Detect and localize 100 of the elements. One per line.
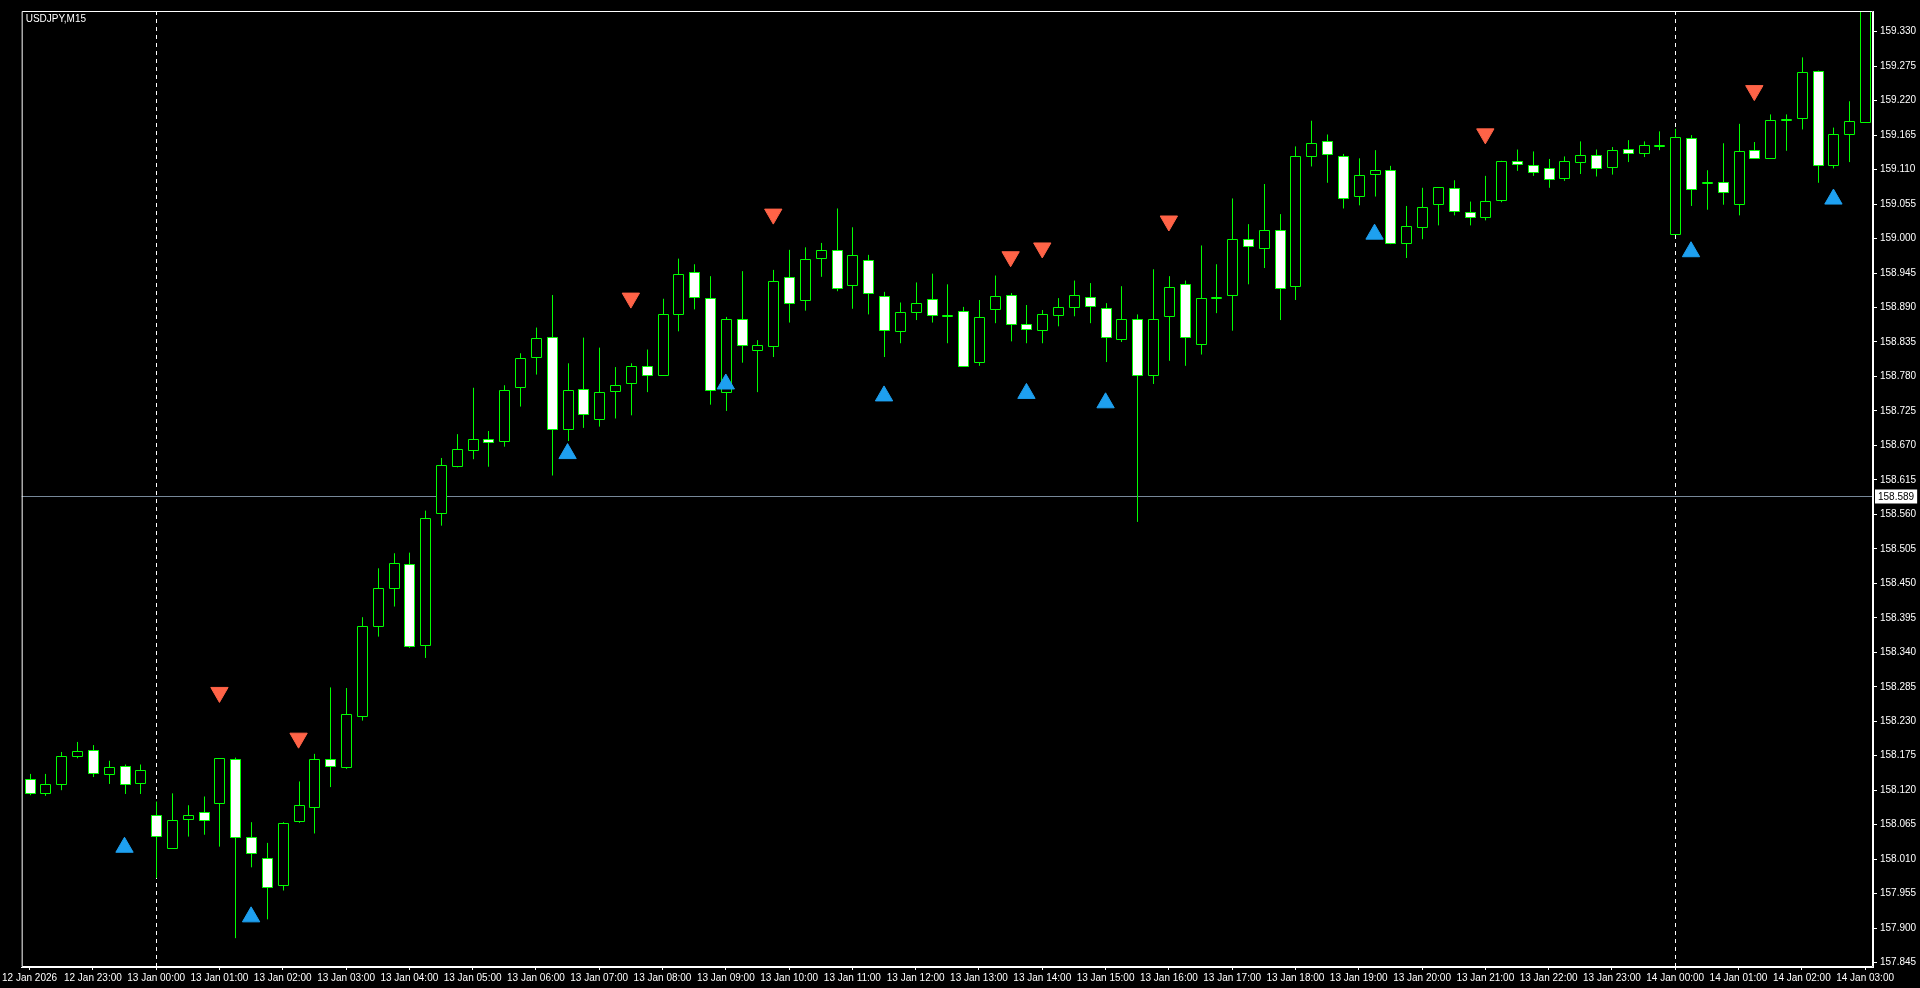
x-tick-label: 13 Jan 20:00 <box>1393 971 1452 983</box>
ref-line-label: 158.589 <box>1878 490 1915 502</box>
candlestick <box>1512 149 1523 172</box>
candlestick <box>1370 149 1381 198</box>
x-tick-label: 13 Jan 00:00 <box>127 971 186 983</box>
candlestick <box>1306 120 1317 167</box>
y-tick-label: 158.450 <box>1880 577 1917 589</box>
candlestick <box>990 275 1001 324</box>
x-tick-label: 13 Jan 13:00 <box>950 971 1009 983</box>
y-tick-label: 159.000 <box>1880 232 1917 244</box>
candlestick <box>1433 186 1444 226</box>
candlestick <box>1654 130 1665 151</box>
y-tick-label: 158.780 <box>1880 370 1917 382</box>
candlestick <box>452 433 463 468</box>
candlestick <box>120 764 131 795</box>
candlestick <box>1211 263 1222 314</box>
y-tick-label: 159.110 <box>1880 163 1916 175</box>
candlestick <box>1116 285 1127 343</box>
y-tick-label: 158.505 <box>1880 542 1917 554</box>
candlestick <box>1069 280 1080 317</box>
candlestick <box>642 349 653 393</box>
candlestick <box>1575 140 1586 175</box>
x-tick-label: 13 Jan 15:00 <box>1076 971 1135 983</box>
x-tick-label: 13 Jan 01:00 <box>190 971 249 983</box>
candlestick <box>1401 205 1412 259</box>
x-tick-label: 14 Jan 02:00 <box>1772 971 1832 983</box>
candlestick <box>1322 134 1333 184</box>
candlestick <box>1591 149 1602 177</box>
x-tick-label: 13 Jan 02:00 <box>253 971 313 983</box>
candlestick <box>895 302 906 344</box>
candlestick <box>752 339 763 393</box>
x-tick-label: 13 Jan 18:00 <box>1266 971 1325 983</box>
candlestick <box>1417 187 1428 240</box>
x-tick-label: 13 Jan 08:00 <box>633 971 692 983</box>
candlestick <box>1781 113 1792 152</box>
x-tick-label: 12 Jan 2026 <box>2 971 58 983</box>
x-tick-label: 13 Jan 05:00 <box>443 971 502 983</box>
y-tick-label: 159.275 <box>1880 59 1917 71</box>
x-tick-label: 13 Jan 19:00 <box>1329 971 1389 983</box>
candlestick <box>626 362 637 416</box>
candlestick <box>325 686 336 788</box>
candlestick <box>1607 146 1618 176</box>
y-tick-label: 157.845 <box>1880 956 1917 968</box>
y-tick-label: 158.285 <box>1880 680 1917 692</box>
candlestick <box>1021 304 1032 344</box>
candlestick <box>531 327 542 376</box>
candlestick <box>1544 158 1555 189</box>
candlestick <box>816 242 827 278</box>
x-tick-label: 13 Jan 17:00 <box>1203 971 1262 983</box>
x-tick-label: 13 Jan 06:00 <box>507 971 566 983</box>
candlestick <box>1480 175 1491 221</box>
x-tick-label: 13 Jan 21:00 <box>1456 971 1515 983</box>
candlestick <box>135 764 146 795</box>
candlestick <box>104 760 115 785</box>
candlestick <box>1465 201 1476 226</box>
x-tick-label: 13 Jan 23:00 <box>1583 971 1642 983</box>
candlestick <box>927 273 938 324</box>
x-tick-label: 13 Jan 04:00 <box>380 971 439 983</box>
candlestick <box>911 281 922 321</box>
x-tick-label: 13 Jan 09:00 <box>696 971 756 983</box>
candlestick <box>1718 142 1729 206</box>
y-tick-label: 158.560 <box>1880 508 1917 520</box>
y-tick-label: 159.330 <box>1880 25 1917 37</box>
x-tick-label: 13 Jan 10:00 <box>760 971 819 983</box>
x-tick-label: 13 Jan 11:00 <box>823 971 882 983</box>
candlestick <box>1528 150 1539 177</box>
candlestick <box>25 773 36 796</box>
y-tick-label: 158.670 <box>1880 439 1917 451</box>
y-tick-label: 157.955 <box>1880 887 1917 899</box>
candlestick <box>294 780 305 824</box>
y-tick-label: 158.615 <box>1880 473 1917 485</box>
candlestick <box>942 283 953 344</box>
y-tick-label: 158.120 <box>1880 783 1917 795</box>
candlestick <box>468 387 479 460</box>
x-tick-label: 13 Jan 07:00 <box>570 971 629 983</box>
candlestick <box>1053 297 1064 327</box>
x-tick-label: 12 Jan 23:00 <box>63 971 123 983</box>
candlestick <box>1085 282 1096 324</box>
x-tick-label: 14 Jan 01:00 <box>1709 971 1768 983</box>
y-tick-label: 159.055 <box>1880 197 1917 209</box>
candlestick <box>40 773 51 797</box>
candlestick <box>1259 183 1270 269</box>
x-tick-label: 13 Jan 22:00 <box>1519 971 1578 983</box>
x-tick-label: 14 Jan 03:00 <box>1836 971 1895 983</box>
chart-title: USDJPY,M15 <box>25 12 87 24</box>
candlestick <box>199 795 210 836</box>
y-tick-label: 159.165 <box>1880 128 1917 140</box>
y-tick-label: 158.065 <box>1880 818 1917 830</box>
y-tick-label: 157.900 <box>1880 921 1917 933</box>
candlestick <box>183 804 194 838</box>
y-tick-label: 159.220 <box>1880 94 1917 106</box>
y-tick-label: 158.725 <box>1880 404 1917 416</box>
y-tick-label: 158.395 <box>1880 611 1917 623</box>
y-tick-label: 158.340 <box>1880 646 1917 658</box>
x-tick-label: 13 Jan 12:00 <box>886 971 946 983</box>
y-tick-label: 158.945 <box>1880 266 1917 278</box>
candlestick <box>483 430 494 468</box>
candlestick <box>1559 155 1570 182</box>
candlestick <box>1243 223 1254 285</box>
candlestick <box>1623 139 1634 163</box>
